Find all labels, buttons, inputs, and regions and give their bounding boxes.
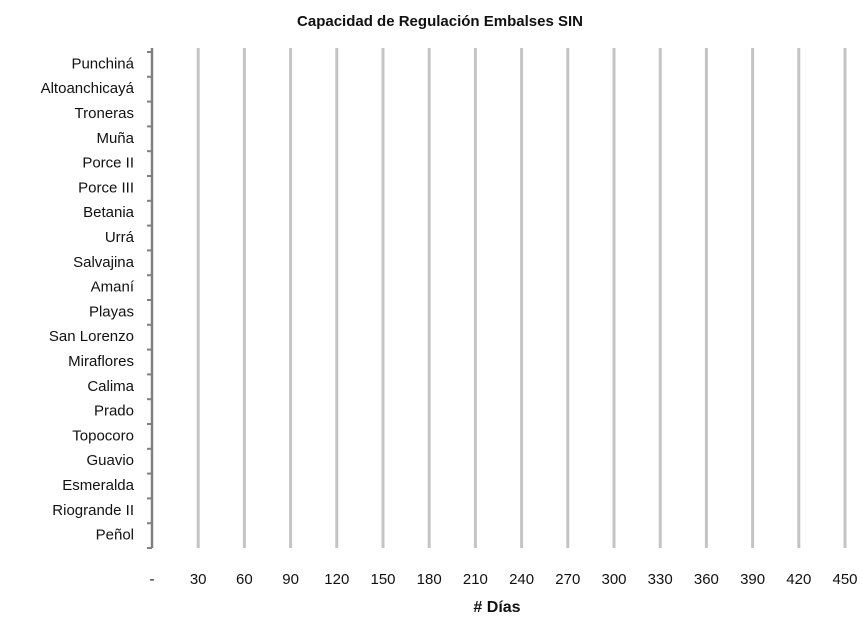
y-tick-label: Porce III	[78, 179, 134, 196]
chart-title: Capacidad de Regulación Embalses SIN	[297, 13, 583, 30]
y-tick-label: Esmeralda	[62, 477, 134, 494]
y-tick-label: Playas	[89, 303, 134, 320]
x-tick-label: -	[150, 571, 155, 588]
y-tick-label: Muña	[96, 130, 134, 147]
y-tick-label: Altoanchicayá	[41, 80, 135, 97]
y-tick-label: Guavio	[86, 452, 134, 469]
x-tick-label: 90	[282, 571, 299, 588]
x-tick-label: 180	[417, 571, 442, 588]
y-tick-label: Calima	[87, 378, 134, 395]
x-axis-label: # Días	[473, 599, 520, 616]
x-tick-label: 120	[324, 571, 349, 588]
y-tick-label: Salvajina	[73, 254, 135, 271]
y-tick-label: Topocoro	[72, 427, 134, 444]
y-tick-label: Amaní	[91, 279, 135, 296]
x-tick-label: 390	[740, 571, 765, 588]
y-tick-label: Punchiná	[71, 55, 134, 72]
x-tick-label: 210	[463, 571, 488, 588]
x-tick-label: 330	[648, 571, 673, 588]
y-tick-label: San Lorenzo	[49, 328, 134, 345]
y-tick-label: Urrá	[105, 229, 135, 246]
x-tick-label: 150	[370, 571, 395, 588]
y-tick-label: Porce II	[82, 155, 134, 172]
y-tick-label: Peñol	[96, 527, 134, 544]
y-tick-label: Prado	[94, 403, 134, 420]
x-tick-label: 360	[694, 571, 719, 588]
x-tick-label: 420	[786, 571, 811, 588]
x-tick-label: 30	[190, 571, 207, 588]
x-tick-label: 450	[832, 571, 857, 588]
x-tick-label: 270	[555, 571, 580, 588]
y-tick-label: Troneras	[75, 105, 134, 122]
y-tick-label: Betania	[83, 204, 135, 221]
x-tick-label: 300	[601, 571, 626, 588]
x-tick-label: 60	[236, 571, 253, 588]
y-tick-label: Miraflores	[68, 353, 134, 370]
x-tick-label: 240	[509, 571, 534, 588]
y-tick-label: Riogrande II	[52, 502, 134, 519]
